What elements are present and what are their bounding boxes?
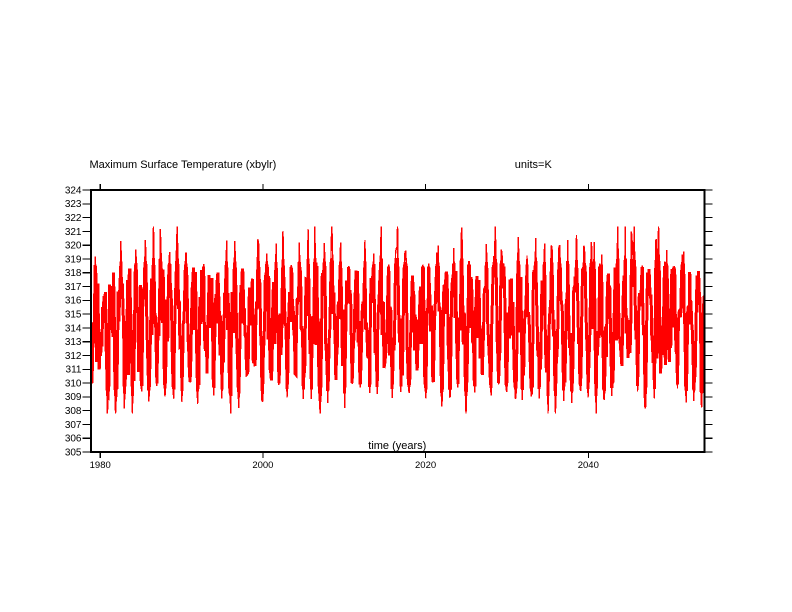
svg-text:323: 323 [65, 199, 82, 210]
svg-text:2000: 2000 [252, 460, 273, 471]
svg-text:units=K: units=K [515, 159, 553, 171]
svg-text:310: 310 [65, 379, 82, 390]
svg-text:306: 306 [65, 434, 82, 445]
svg-text:316: 316 [65, 296, 82, 307]
svg-text:322: 322 [65, 213, 82, 224]
svg-text:319: 319 [65, 254, 82, 265]
svg-text:320: 320 [65, 241, 82, 252]
svg-text:314: 314 [65, 323, 82, 334]
svg-text:1980: 1980 [90, 460, 111, 471]
svg-text:317: 317 [65, 282, 82, 293]
svg-text:313: 313 [65, 337, 82, 348]
svg-text:305: 305 [65, 447, 82, 458]
svg-text:2020: 2020 [415, 460, 436, 471]
svg-text:324: 324 [65, 185, 82, 196]
svg-text:time (years): time (years) [368, 440, 426, 452]
svg-text:318: 318 [65, 268, 82, 279]
svg-text:Maximum Surface Temperature (x: Maximum Surface Temperature (xbylr) [90, 159, 277, 171]
svg-text:312: 312 [65, 351, 82, 362]
svg-text:311: 311 [66, 365, 82, 376]
svg-text:308: 308 [65, 406, 82, 417]
svg-text:307: 307 [65, 420, 82, 431]
svg-text:321: 321 [65, 227, 82, 238]
svg-text:309: 309 [65, 392, 82, 403]
svg-text:2040: 2040 [578, 460, 599, 471]
svg-text:315: 315 [65, 310, 82, 321]
